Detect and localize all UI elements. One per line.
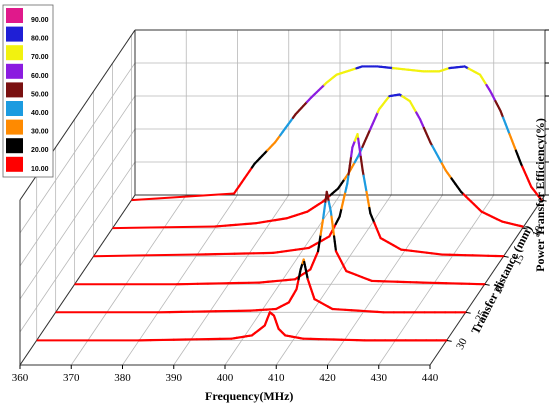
legend-swatch [6,82,23,98]
frame-edge [19,194,136,366]
legend-label: 40.00 [31,110,49,117]
series-layer [36,65,543,342]
series-segment [112,225,216,230]
series-segment [518,224,524,228]
distance-tick-mark [503,255,509,258]
legend-label: 90.00 [31,17,49,24]
x-tick-label: 430 [371,372,388,384]
legend-label: 20.00 [31,147,49,154]
legend-swatch [6,156,23,172]
legend-label: 50.00 [31,91,49,98]
legend-swatch [6,138,23,154]
series-10mm [112,93,524,230]
legend-label: 80.00 [31,36,49,43]
series-25mm [55,258,467,314]
floor-grid-line [173,194,290,366]
distance-axis-title: Transfer distance (mm) [468,223,535,336]
legend-swatch [6,26,23,42]
x-axis-title: Frequency(MHz) [205,389,293,403]
series-15mm [93,133,505,258]
legend-label: 10.00 [31,166,49,173]
x-tick-label: 410 [268,372,285,384]
left-grid-line [19,62,136,234]
left-grid-line [19,95,136,267]
efficiency-axis-title: Power Transfer Efficiency(%) [533,118,547,272]
x-tick-label: 360 [12,372,29,384]
legend-swatch [6,101,23,116]
x-tick-label: 440 [422,372,439,384]
left-grid-line [19,161,136,333]
legend-label: 30.00 [31,129,49,136]
x-tick-label: 400 [217,372,234,384]
legend-label: 60.00 [31,73,49,80]
legend-swatch [6,45,23,61]
distance-tick-mark [465,311,471,314]
series-segment [131,192,235,202]
series-segment [93,253,197,258]
series-5mm [131,65,543,202]
floor-grid-line [378,194,495,366]
x-tick-label: 370 [63,372,80,384]
distance-tick-label: 30 [454,336,470,352]
back-wall-grid [134,29,546,196]
floor-grid-line [70,194,187,366]
distance-tick-mark [541,199,547,202]
legend-swatch [6,119,23,135]
series-20mm [74,190,486,286]
distance-tick-mark [446,339,452,342]
left-grid-line [19,128,136,300]
distance-tick-mark [484,283,490,286]
series-segment [539,197,543,202]
distance-tick-mark [522,227,528,230]
legend-swatch [6,8,23,23]
legend-swatch [6,63,23,79]
color-scale-legend: 90.00 80.00 70.00 60.00 50.00 40.00 30.00 20.00… [2,4,54,178]
series-30mm [36,311,448,342]
floor-grid-line [327,194,443,366]
legend-label: 70.00 [31,54,49,61]
frame-edge [429,194,546,366]
x-tick-label: 420 [319,372,336,384]
x-tick-label: 390 [166,372,183,384]
efficiency-axis: 020406080100 [545,29,549,196]
x-axis: 360 370 380 390 400 410 420 430 440 [12,365,439,384]
floor-grid-line [122,194,238,366]
x-tick-label: 380 [114,372,131,384]
